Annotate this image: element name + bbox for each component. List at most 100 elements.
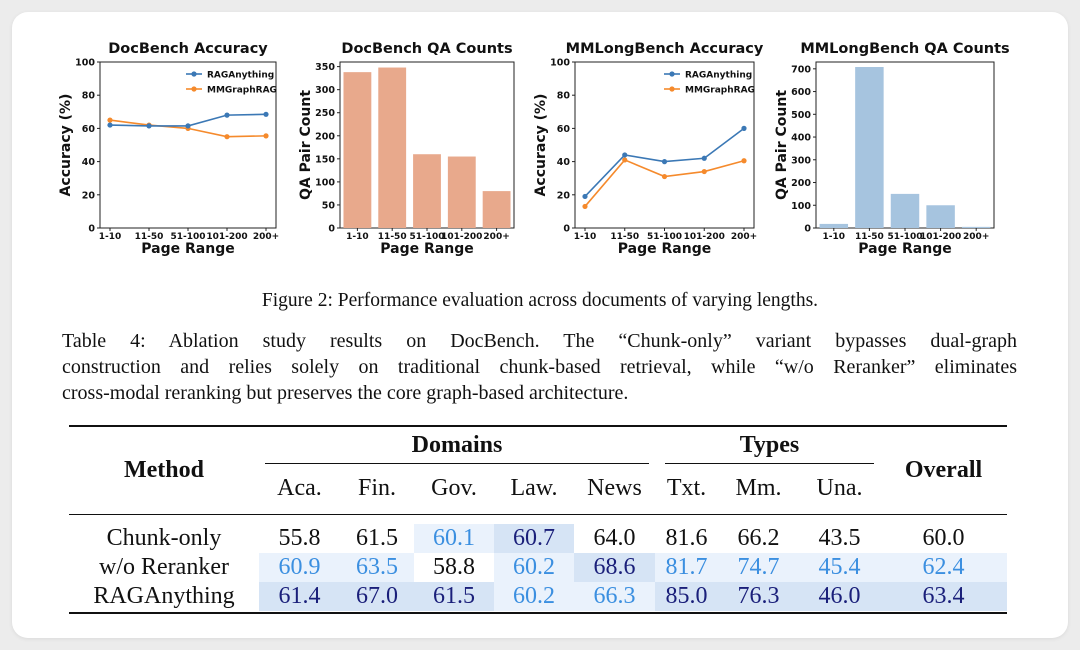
table-cell: 81.6 xyxy=(665,525,708,551)
chart-title: MMLongBench Accuracy xyxy=(566,41,764,57)
y-tick-label: 0 xyxy=(88,224,95,235)
table-cell: 81.7 xyxy=(655,553,718,582)
x-axis-label: Page Range xyxy=(380,241,473,257)
data-point-mmgraphrag xyxy=(224,134,230,140)
bar xyxy=(961,226,991,228)
x-tick-label: 101-200 xyxy=(684,232,725,242)
y-axis-label: QA Pair Count xyxy=(298,90,314,200)
x-tick-label: 101-200 xyxy=(206,232,247,242)
y-tick-label: 80 xyxy=(557,91,571,102)
x-tick-label: 51-100 xyxy=(887,232,922,242)
data-point-raganything xyxy=(224,112,230,118)
data-point-raganything xyxy=(263,111,269,117)
data-point-mmgraphrag xyxy=(582,203,588,210)
x-axis-label: Page Range xyxy=(141,241,234,257)
x-tick-label: 101-200 xyxy=(920,232,961,242)
y-tick-label: 700 xyxy=(791,64,811,75)
data-point-mmgraphrag xyxy=(701,168,707,175)
x-tick-label: 11-50 xyxy=(135,232,164,242)
y-tick-label: 500 xyxy=(791,110,811,121)
table-caption-line-3: cross-modal reranking but preserves the … xyxy=(62,382,629,404)
row-method: RAGAnything xyxy=(93,583,235,609)
table-cell: 60.2 xyxy=(494,582,574,611)
legend-label: MMGraphRAG xyxy=(207,86,277,96)
y-tick-label: 0 xyxy=(328,224,335,235)
table-cell: 67.0 xyxy=(340,582,414,611)
table-cell: 61.4 xyxy=(259,582,340,611)
bar xyxy=(378,67,407,229)
legend-label: RAGAnything xyxy=(207,71,274,81)
bar xyxy=(482,191,511,228)
legend-marker xyxy=(191,86,197,92)
table-cell: 60.2 xyxy=(494,553,574,582)
y-axis-label: Accuracy (%) xyxy=(58,94,74,197)
subheader-gov: Gov. xyxy=(431,475,477,502)
y-tick-label: 20 xyxy=(82,190,96,201)
bar xyxy=(413,154,441,228)
y-tick-label: 200 xyxy=(791,178,811,189)
y-tick-label: 50 xyxy=(322,200,336,211)
ablation-table: Method Domains Types Overall Aca. Fin. Gov… xyxy=(69,425,1007,614)
data-point-raganything xyxy=(185,123,191,129)
data-point-raganything xyxy=(661,159,668,165)
table-cell: 68.6 xyxy=(574,553,655,582)
bar xyxy=(819,223,849,228)
y-tick-label: 80 xyxy=(82,91,96,102)
bar xyxy=(890,193,920,228)
table-cell: 63.4 xyxy=(880,582,1007,611)
table-cell: 58.8 xyxy=(433,554,475,580)
table-cell: 66.2 xyxy=(737,525,780,551)
y-tick-label: 40 xyxy=(557,157,571,168)
y-tick-label: 600 xyxy=(791,87,811,98)
y-tick-label: 100 xyxy=(315,177,335,188)
table-caption-line-1: Table 4: Ablation study results on DocBe… xyxy=(62,330,1017,352)
bar xyxy=(926,205,955,228)
table-cell: 60.7 xyxy=(494,524,574,553)
y-tick-label: 400 xyxy=(791,133,811,144)
y-tick-label: 200 xyxy=(315,131,335,142)
table-caption: Table 4: Ablation study results on DocBe… xyxy=(62,328,1017,406)
table-cell: 43.5 xyxy=(818,525,861,551)
table-cell: 62.4 xyxy=(880,553,1007,582)
data-point-raganything xyxy=(701,155,707,161)
table-cell: 46.0 xyxy=(799,582,880,611)
subheader-aca: Aca. xyxy=(277,475,322,502)
paper-page: DocBench Accuracy 0 20 40 60 80 100 Accuracy (%… xyxy=(12,12,1068,638)
subheader-fin: Fin. xyxy=(357,475,396,502)
subheader-news: News xyxy=(587,475,642,502)
x-tick-label: 51-100 xyxy=(647,232,682,242)
table-cell: 61.5 xyxy=(356,525,398,551)
bar xyxy=(447,156,476,228)
y-tick-label: 100 xyxy=(791,201,811,212)
x-tick-label: 1-10 xyxy=(823,232,846,242)
bar xyxy=(343,72,372,228)
data-point-raganything xyxy=(146,123,152,129)
data-point-mmgraphrag xyxy=(263,133,269,139)
figure-caption: Figure 2: Performance evaluation across … xyxy=(261,290,819,311)
y-tick-label: 100 xyxy=(75,58,95,69)
subheader-law: Law. xyxy=(510,475,558,502)
x-tick-label: 11-50 xyxy=(855,232,884,242)
table-cell: 66.3 xyxy=(574,582,655,611)
data-point-mmgraphrag xyxy=(741,158,747,164)
y-tick-label: 20 xyxy=(557,190,571,201)
table-cell: 63.5 xyxy=(340,553,414,582)
table-cell: 60.0 xyxy=(922,525,965,551)
y-tick-label: 350 xyxy=(315,62,335,73)
table-cell: 76.3 xyxy=(718,582,799,611)
table-body: Chunk-only 55.8 61.5 60.1 60.7 64.0 81.6 66.2 43… xyxy=(69,524,1007,611)
data-point-mmgraphrag xyxy=(622,157,628,163)
x-tick-label: 101-200 xyxy=(441,232,482,242)
y-tick-label: 0 xyxy=(563,224,570,235)
y-tick-label: 100 xyxy=(550,58,570,69)
x-tick-label: 1-10 xyxy=(574,232,597,242)
table-cell: 55.8 xyxy=(278,525,321,551)
table-cell: 60.1 xyxy=(414,524,494,553)
header-overall: Overall xyxy=(904,457,983,484)
header-domains: Domains xyxy=(259,428,655,464)
subheader-una: Una. xyxy=(816,475,863,502)
series-line-mmgraphrag xyxy=(584,158,745,207)
figure-charts: DocBench Accuracy 0 20 40 60 80 100 Accuracy (%… xyxy=(58,41,1010,257)
data-point-raganything xyxy=(741,125,747,131)
table-cell: 45.4 xyxy=(799,553,880,582)
